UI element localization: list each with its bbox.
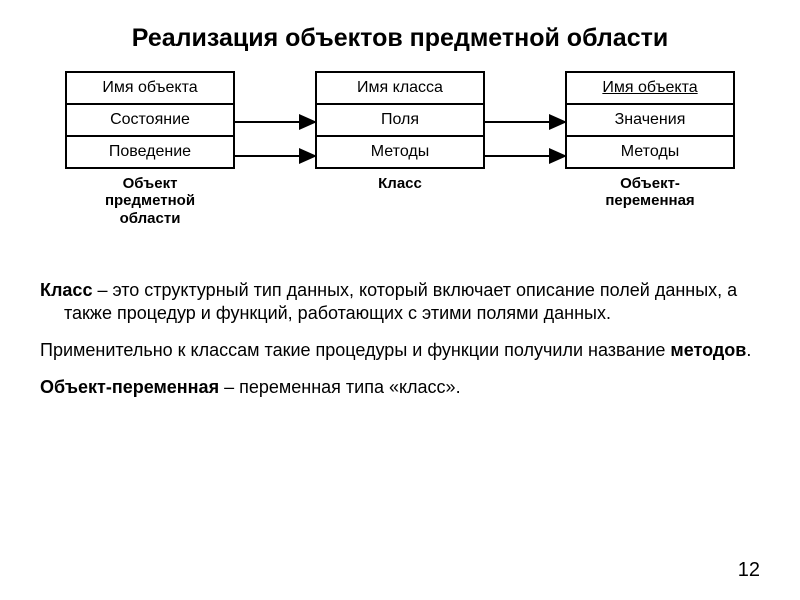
- p2-bold: методов: [670, 340, 746, 360]
- col1-row2: Поведение: [65, 137, 235, 169]
- diagram: Имя объекта Состояние Поведение Объект п…: [50, 71, 750, 261]
- p2-pre: Применительно к классам такие процедуры …: [40, 340, 670, 360]
- paragraph-1: Класс – это структурный тип данных, кото…: [40, 279, 760, 325]
- col3-caption-l2: переменная: [605, 192, 694, 209]
- col2-caption: Класс: [315, 175, 485, 192]
- col2-row2: Методы: [315, 137, 485, 169]
- p1-bold: Класс: [40, 280, 92, 300]
- col3-caption-l1: Объект-: [620, 175, 680, 192]
- p3-rest: – переменная типа «класс».: [219, 377, 461, 397]
- col1-caption-l3: области: [120, 210, 181, 227]
- p3-bold: Объект-переменная: [40, 377, 219, 397]
- diagram-col-1: Имя объекта Состояние Поведение Объект п…: [65, 71, 235, 227]
- col1-header-text: Имя объекта: [102, 79, 197, 96]
- col2-row1: Поля: [315, 105, 485, 137]
- slide-title: Реализация объектов предметной области: [40, 24, 760, 53]
- col3-caption: Объект- переменная: [565, 175, 735, 210]
- page-number: 12: [738, 559, 760, 582]
- p2-post: .: [746, 340, 751, 360]
- col1-row1: Состояние: [65, 105, 235, 137]
- col1-caption-l2: предметной: [105, 192, 195, 209]
- slide: Реализация объектов предметной области И…: [0, 0, 800, 600]
- col1-caption: Объект предметной области: [65, 175, 235, 227]
- col2-header-text: Имя класса: [357, 79, 443, 96]
- body-text: Класс – это структурный тип данных, кото…: [40, 279, 760, 399]
- col2-header: Имя класса: [315, 71, 485, 105]
- diagram-col-2: Имя класса Поля Методы Класс: [315, 71, 485, 192]
- col1-header: Имя объекта: [65, 71, 235, 105]
- col3-row1: Значения: [565, 105, 735, 137]
- diagram-col-3: Имя объекта Значения Методы Объект- пере…: [565, 71, 735, 210]
- col3-row2: Методы: [565, 137, 735, 169]
- col1-caption-l1: Объект: [123, 175, 178, 192]
- col3-header: Имя объекта: [565, 71, 735, 105]
- col3-header-text: Имя объекта: [602, 79, 697, 96]
- p1-rest: – это структурный тип данных, который вк…: [64, 280, 737, 323]
- paragraph-3: Объект-переменная – переменная типа «кла…: [40, 376, 760, 399]
- paragraph-2: Применительно к классам такие процедуры …: [40, 339, 760, 362]
